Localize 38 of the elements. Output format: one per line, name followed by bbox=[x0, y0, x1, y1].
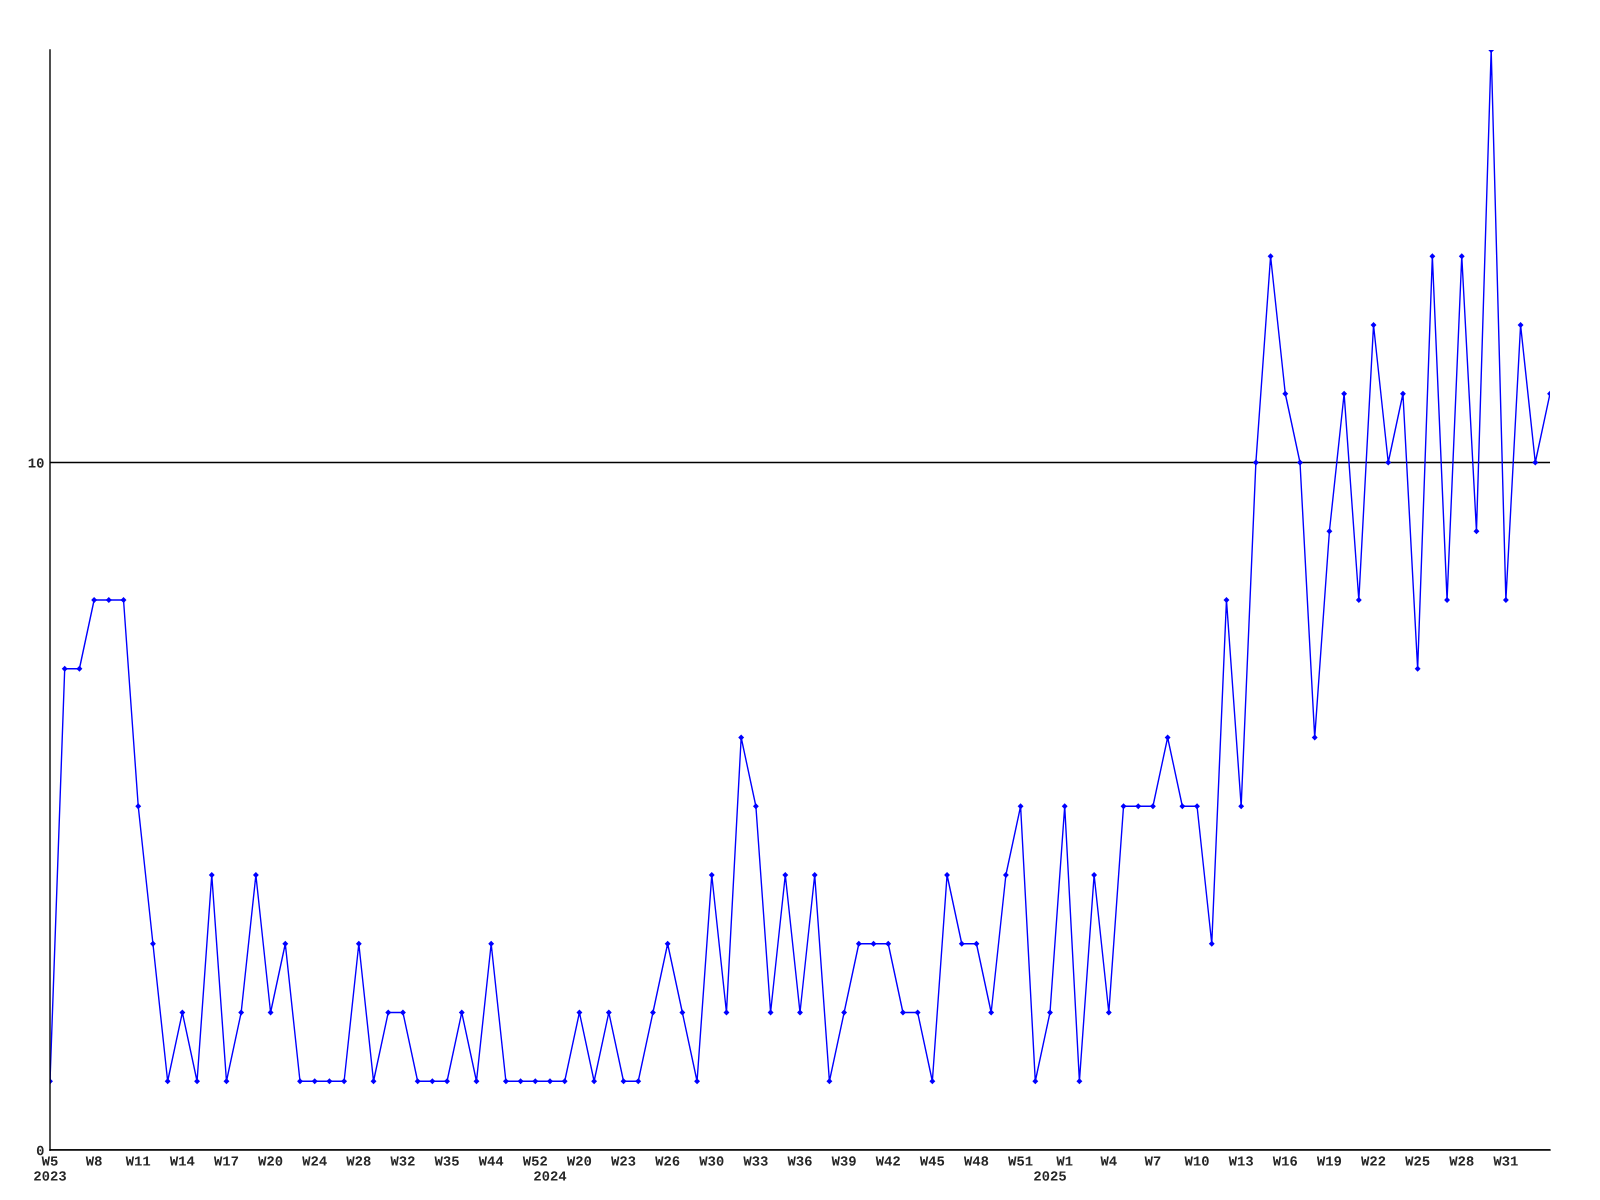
x-tick-label: W14 bbox=[169, 1156, 195, 1166]
x-tick-label: W32 bbox=[390, 1156, 415, 1166]
y-tick-label: 0 bbox=[36, 1145, 44, 1156]
x-tick-label: W8 bbox=[85, 1156, 102, 1166]
x-tick-label: 2025 bbox=[1034, 1171, 1066, 1181]
x-tick-label: W16 bbox=[1272, 1156, 1298, 1166]
x-tick-label: W28 bbox=[1449, 1156, 1474, 1166]
x-tick-label: W44 bbox=[478, 1156, 504, 1166]
x-tick-label: W30 bbox=[699, 1156, 724, 1166]
x-tick-label: W20 bbox=[566, 1156, 592, 1166]
x-tick-label: 2024 bbox=[534, 1171, 567, 1181]
x-tick-label: W52 bbox=[522, 1156, 547, 1166]
y-tick-label: 10 bbox=[28, 458, 44, 468]
x-tick-label: W25 bbox=[1405, 1156, 1430, 1166]
x-tick-label: W1 bbox=[1056, 1156, 1073, 1166]
x-tick-label: W19 bbox=[1316, 1156, 1342, 1166]
x-tick-label: W33 bbox=[743, 1156, 768, 1166]
x-tick-label: W45 bbox=[919, 1156, 945, 1166]
x-tick-label: W35 bbox=[434, 1156, 459, 1166]
x-tick-label: W36 bbox=[787, 1156, 812, 1166]
x-tick-label: W31 bbox=[1493, 1156, 1518, 1166]
x-tick-label: W28 bbox=[346, 1156, 371, 1166]
x-tick-label: W11 bbox=[125, 1156, 151, 1166]
x-tick-label: W10 bbox=[1184, 1156, 1209, 1166]
x-tick-label: W13 bbox=[1228, 1156, 1253, 1166]
x-tick-label: W39 bbox=[831, 1156, 856, 1166]
x-tick-label: W51 bbox=[1008, 1156, 1033, 1166]
x-tick-label: W17 bbox=[213, 1156, 239, 1166]
x-tick-label: W7 bbox=[1144, 1156, 1161, 1166]
x-tick-label: W23 bbox=[611, 1156, 636, 1166]
x-tick-label: W22 bbox=[1361, 1156, 1386, 1166]
x-tick-label: W5 2023 bbox=[34, 1156, 66, 1181]
x-tick-label: W24 bbox=[302, 1156, 327, 1166]
x-tick-label: W42 bbox=[875, 1156, 900, 1166]
x-tick-label: W48 bbox=[963, 1156, 989, 1166]
x-tick-label: W20 bbox=[258, 1156, 283, 1166]
x-tick-label: W4 bbox=[1100, 1156, 1117, 1166]
x-tick-label: W26 bbox=[655, 1156, 680, 1166]
